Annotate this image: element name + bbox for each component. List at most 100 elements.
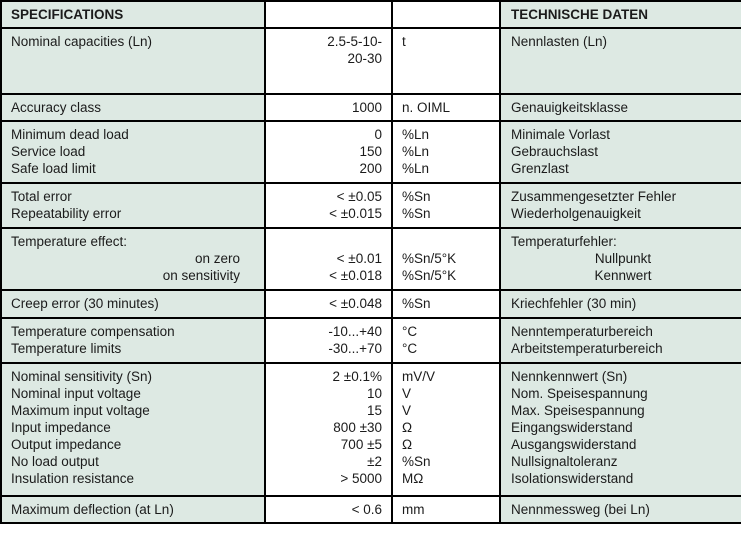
spec-label: Accuracy class xyxy=(11,100,102,115)
spec-label: Maximum deflection (at Ln) xyxy=(11,502,174,517)
value-text: 1000 xyxy=(351,100,382,115)
german-label: Genauigkeitsklasse xyxy=(511,100,629,115)
unit-text: %Sn/5°K xyxy=(402,268,457,283)
table-row: Temperature compensation Temperature lim… xyxy=(0,317,741,364)
value-text: 700 ±5 xyxy=(340,437,382,452)
value-text: 20-30 xyxy=(347,51,382,66)
german-name-cell: Nennlasten (Ln) xyxy=(499,27,741,95)
table-row: Total error Repeatability error < ±0.05 … xyxy=(0,182,741,229)
value-text xyxy=(270,233,382,250)
german-label: Nom. Speisespannung xyxy=(511,386,648,401)
table-row: Nominal sensitivity (Sn) Nominal input v… xyxy=(0,362,741,497)
table-row: Minimum dead load Service load Safe load… xyxy=(0,120,741,184)
unit-text: %Sn xyxy=(402,189,431,204)
value-text: < ±0.01 xyxy=(336,251,382,266)
table-row: Accuracy class 1000 n. OIML Genauigkeits… xyxy=(0,93,741,122)
header-specifications: SPECIFICATIONS xyxy=(0,0,266,29)
spec-name-cell: Minimum dead load Service load Safe load… xyxy=(0,120,266,184)
spec-label: on sensitivity xyxy=(162,268,240,283)
unit-text: %Ln xyxy=(402,144,430,159)
table-row: Temperature effect: on zero on sensitivi… xyxy=(0,227,741,291)
unit-text xyxy=(402,233,495,250)
german-label: Nullsignaltoleranz xyxy=(511,454,618,469)
value-text: < ±0.05 xyxy=(336,189,382,204)
german-label: Nennlasten (Ln) xyxy=(511,34,608,49)
spec-name-cell: Maximum deflection (at Ln) xyxy=(0,495,266,524)
spec-label: No load output xyxy=(11,454,99,469)
spec-label: Service load xyxy=(11,144,86,159)
spec-name-cell: Temperature effect: on zero on sensitivi… xyxy=(0,227,266,291)
header-empty-value xyxy=(264,0,393,29)
unit-cell: n. OIML xyxy=(391,93,501,122)
german-label: Nenntemperaturbereich xyxy=(511,324,653,339)
value-text: < ±0.015 xyxy=(329,206,382,221)
spec-label: Total error xyxy=(11,189,72,204)
value-text: -10...+40 xyxy=(328,324,382,339)
unit-cell: mV/V V V Ω Ω %Sn MΩ xyxy=(391,362,501,497)
spec-label: Creep error (30 minutes) xyxy=(11,296,159,311)
value-text: > 5000 xyxy=(340,471,382,486)
spec-name-cell: Total error Repeatability error xyxy=(0,182,266,229)
value-text: 800 ±30 xyxy=(333,420,382,435)
value-text: 2.5-5-10- xyxy=(327,34,382,49)
spec-label: Nominal sensitivity (Sn) xyxy=(11,369,153,384)
value-cell: 2 ±0.1% 10 15 800 ±30 700 ±5 ±2 > 5000 xyxy=(264,362,393,497)
german-label: Nennkennwert (Sn) xyxy=(511,369,628,384)
german-label: Zusammengesetzter Fehler xyxy=(511,189,677,204)
unit-cell: °C °C xyxy=(391,317,501,364)
unit-text: mV/V xyxy=(402,369,436,384)
spec-label: Repeatability error xyxy=(11,206,122,221)
unit-cell: %Sn %Sn xyxy=(391,182,501,229)
spec-name-cell: Temperature compensation Temperature lim… xyxy=(0,317,266,364)
unit-text: V xyxy=(402,403,412,418)
unit-text: %Sn/5°K xyxy=(402,251,457,266)
spec-name-cell: Accuracy class xyxy=(0,93,266,122)
unit-text: n. OIML xyxy=(402,100,451,115)
german-name-cell: Temperaturfehler: Nullpunkt Kennwert xyxy=(499,227,741,291)
unit-text: %Sn xyxy=(402,454,431,469)
value-text: < ±0.018 xyxy=(329,268,382,283)
unit-cell: %Ln %Ln %Ln xyxy=(391,120,501,184)
spec-name-cell: Nominal sensitivity (Sn) Nominal input v… xyxy=(0,362,266,497)
value-cell: < ±0.05 < ±0.015 xyxy=(264,182,393,229)
value-text: 150 xyxy=(359,144,382,159)
unit-text: mm xyxy=(402,502,425,517)
german-label: Gebrauchslast xyxy=(511,144,599,159)
value-cell: < ±0.048 xyxy=(264,289,393,319)
unit-text: %Sn xyxy=(402,206,431,221)
unit-cell: %Sn/5°K %Sn/5°K xyxy=(391,227,501,291)
unit-cell: t xyxy=(391,27,501,95)
spec-label: Nominal input voltage xyxy=(11,386,141,401)
value-cell: 1000 xyxy=(264,93,393,122)
german-name-cell: Nenntemperaturbereich Arbeitstemperaturb… xyxy=(499,317,741,364)
value-text: 200 xyxy=(359,161,382,176)
unit-text: %Sn xyxy=(402,296,431,311)
unit-text: MΩ xyxy=(402,471,424,486)
spec-label: Temperature compensation xyxy=(11,324,175,339)
german-name-cell: Nennmessweg (bei Ln) xyxy=(499,495,741,524)
value-cell: 0 150 200 xyxy=(264,120,393,184)
spec-label: Nominal capacities (Ln) xyxy=(11,34,153,49)
spec-label: Output impedance xyxy=(11,437,122,452)
value-cell: 2.5-5-10- 20-30 xyxy=(264,27,393,95)
spec-name-cell: Nominal capacities (Ln) xyxy=(0,27,266,95)
german-label: Kennwert xyxy=(594,268,652,283)
value-cell: < 0.6 xyxy=(264,495,393,524)
unit-text: %Ln xyxy=(402,161,430,176)
value-text: 10 xyxy=(366,386,382,401)
unit-text: °C xyxy=(402,324,418,339)
spec-label: Safe load limit xyxy=(11,161,96,176)
spec-label: Maximum input voltage xyxy=(11,403,150,418)
german-label: Kriechfehler (30 min) xyxy=(511,296,637,311)
german-label: Eingangswiderstand xyxy=(511,420,633,435)
spec-label: on zero xyxy=(194,251,240,266)
spec-label: Insulation resistance xyxy=(11,471,135,486)
header-technische-daten: TECHNISCHE DATEN xyxy=(499,0,741,29)
unit-cell: mm xyxy=(391,495,501,524)
german-label: Ausgangswiderstand xyxy=(511,437,637,452)
table-row: Maximum deflection (at Ln) < 0.6 mm Nenn… xyxy=(0,495,741,524)
specifications-table: SPECIFICATIONS TECHNISCHE DATEN Nominal … xyxy=(0,0,741,524)
unit-text: V xyxy=(402,386,412,401)
german-name-cell: Kriechfehler (30 min) xyxy=(499,289,741,319)
unit-text: t xyxy=(402,34,406,49)
